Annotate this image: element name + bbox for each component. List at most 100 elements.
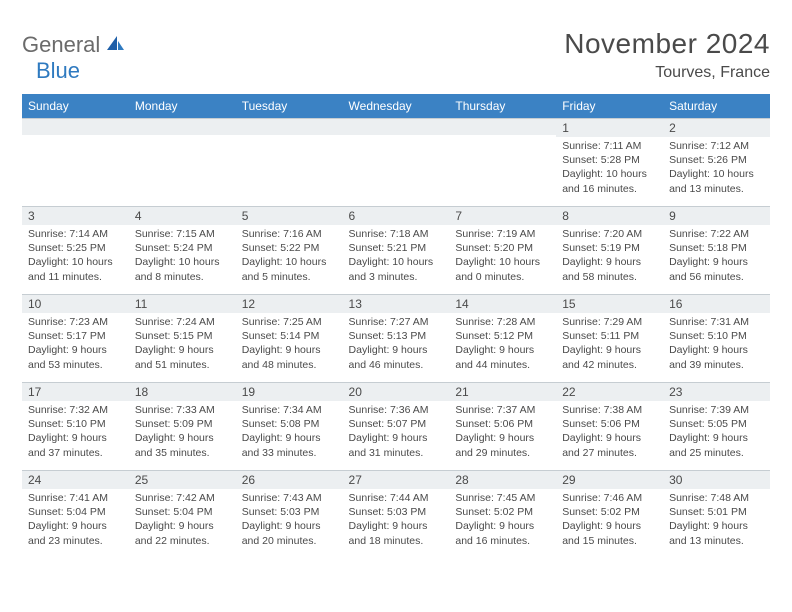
calendar-day-cell: 9Sunrise: 7:22 AMSunset: 5:18 PMDaylight…	[663, 207, 770, 295]
calendar-day-cell: 17Sunrise: 7:32 AMSunset: 5:10 PMDayligh…	[22, 383, 129, 471]
day-sunset-line: Sunset: 5:09 PM	[135, 417, 230, 431]
day-day2-line: and 16 minutes.	[562, 182, 657, 196]
day-sunset-line: Sunset: 5:06 PM	[562, 417, 657, 431]
day-day2-line: and 44 minutes.	[455, 358, 550, 372]
day-day2-line: and 29 minutes.	[455, 446, 550, 460]
day-number: 23	[663, 383, 770, 401]
calendar-day-cell: 3Sunrise: 7:14 AMSunset: 5:25 PMDaylight…	[22, 207, 129, 295]
day-day1-line: Daylight: 9 hours	[28, 431, 123, 445]
month-title: November 2024	[564, 28, 770, 60]
brand-logo: General Blue	[22, 28, 125, 84]
weekday-header: Friday	[556, 94, 663, 119]
day-sunset-line: Sunset: 5:26 PM	[669, 153, 764, 167]
day-day2-line: and 35 minutes.	[135, 446, 230, 460]
day-sunset-line: Sunset: 5:11 PM	[562, 329, 657, 343]
day-details: Sunrise: 7:39 AMSunset: 5:05 PMDaylight:…	[663, 401, 770, 464]
day-day2-line: and 3 minutes.	[349, 270, 444, 284]
calendar-day-cell: 15Sunrise: 7:29 AMSunset: 5:11 PMDayligh…	[556, 295, 663, 383]
day-day1-line: Daylight: 9 hours	[669, 519, 764, 533]
day-details: Sunrise: 7:12 AMSunset: 5:26 PMDaylight:…	[663, 137, 770, 200]
day-sunset-line: Sunset: 5:02 PM	[455, 505, 550, 519]
calendar-week-row: 3Sunrise: 7:14 AMSunset: 5:25 PMDaylight…	[22, 207, 770, 295]
day-day1-line: Daylight: 9 hours	[455, 343, 550, 357]
calendar-day-cell: 2Sunrise: 7:12 AMSunset: 5:26 PMDaylight…	[663, 119, 770, 207]
day-sunset-line: Sunset: 5:02 PM	[562, 505, 657, 519]
day-sunrise-line: Sunrise: 7:43 AM	[242, 491, 337, 505]
day-day2-line: and 16 minutes.	[455, 534, 550, 548]
day-details: Sunrise: 7:20 AMSunset: 5:19 PMDaylight:…	[556, 225, 663, 288]
calendar-week-row: 1Sunrise: 7:11 AMSunset: 5:28 PMDaylight…	[22, 119, 770, 207]
day-sunrise-line: Sunrise: 7:33 AM	[135, 403, 230, 417]
day-number: 19	[236, 383, 343, 401]
calendar-day-cell: 26Sunrise: 7:43 AMSunset: 5:03 PMDayligh…	[236, 471, 343, 559]
day-sunset-line: Sunset: 5:19 PM	[562, 241, 657, 255]
day-details: Sunrise: 7:22 AMSunset: 5:18 PMDaylight:…	[663, 225, 770, 288]
empty-day-number	[449, 119, 556, 135]
day-day1-line: Daylight: 10 hours	[28, 255, 123, 269]
page-header: General Blue November 2024 Tourves, Fran…	[22, 28, 770, 84]
day-day2-line: and 37 minutes.	[28, 446, 123, 460]
day-sunrise-line: Sunrise: 7:23 AM	[28, 315, 123, 329]
day-details: Sunrise: 7:37 AMSunset: 5:06 PMDaylight:…	[449, 401, 556, 464]
calendar-day-cell: 6Sunrise: 7:18 AMSunset: 5:21 PMDaylight…	[343, 207, 450, 295]
day-day2-line: and 13 minutes.	[669, 182, 764, 196]
day-day1-line: Daylight: 9 hours	[669, 255, 764, 269]
day-details: Sunrise: 7:16 AMSunset: 5:22 PMDaylight:…	[236, 225, 343, 288]
weekday-header: Thursday	[449, 94, 556, 119]
day-sunrise-line: Sunrise: 7:14 AM	[28, 227, 123, 241]
title-block: November 2024 Tourves, France	[564, 28, 770, 82]
day-details: Sunrise: 7:27 AMSunset: 5:13 PMDaylight:…	[343, 313, 450, 376]
day-number: 28	[449, 471, 556, 489]
day-sunset-line: Sunset: 5:17 PM	[28, 329, 123, 343]
day-day2-line: and 11 minutes.	[28, 270, 123, 284]
day-day2-line: and 51 minutes.	[135, 358, 230, 372]
day-sunrise-line: Sunrise: 7:19 AM	[455, 227, 550, 241]
day-sunset-line: Sunset: 5:05 PM	[669, 417, 764, 431]
day-details: Sunrise: 7:42 AMSunset: 5:04 PMDaylight:…	[129, 489, 236, 552]
day-day1-line: Daylight: 9 hours	[455, 519, 550, 533]
day-day2-line: and 42 minutes.	[562, 358, 657, 372]
day-number: 17	[22, 383, 129, 401]
day-details: Sunrise: 7:41 AMSunset: 5:04 PMDaylight:…	[22, 489, 129, 552]
day-number: 29	[556, 471, 663, 489]
calendar-empty-cell	[449, 119, 556, 207]
day-sunrise-line: Sunrise: 7:31 AM	[669, 315, 764, 329]
day-number: 22	[556, 383, 663, 401]
day-day2-line: and 20 minutes.	[242, 534, 337, 548]
day-number: 26	[236, 471, 343, 489]
day-day1-line: Daylight: 9 hours	[28, 519, 123, 533]
calendar-day-cell: 8Sunrise: 7:20 AMSunset: 5:19 PMDaylight…	[556, 207, 663, 295]
day-day2-line: and 27 minutes.	[562, 446, 657, 460]
day-number: 9	[663, 207, 770, 225]
calendar-empty-cell	[22, 119, 129, 207]
day-number: 21	[449, 383, 556, 401]
day-details: Sunrise: 7:19 AMSunset: 5:20 PMDaylight:…	[449, 225, 556, 288]
day-sunset-line: Sunset: 5:12 PM	[455, 329, 550, 343]
day-sunrise-line: Sunrise: 7:24 AM	[135, 315, 230, 329]
day-number: 1	[556, 119, 663, 137]
calendar-week-row: 17Sunrise: 7:32 AMSunset: 5:10 PMDayligh…	[22, 383, 770, 471]
day-number: 16	[663, 295, 770, 313]
day-details: Sunrise: 7:32 AMSunset: 5:10 PMDaylight:…	[22, 401, 129, 464]
calendar-day-cell: 29Sunrise: 7:46 AMSunset: 5:02 PMDayligh…	[556, 471, 663, 559]
day-day1-line: Daylight: 9 hours	[349, 431, 444, 445]
day-number: 3	[22, 207, 129, 225]
day-day1-line: Daylight: 9 hours	[562, 519, 657, 533]
day-sunset-line: Sunset: 5:21 PM	[349, 241, 444, 255]
day-number: 6	[343, 207, 450, 225]
calendar-day-cell: 18Sunrise: 7:33 AMSunset: 5:09 PMDayligh…	[129, 383, 236, 471]
sail-icon	[105, 34, 125, 57]
day-day1-line: Daylight: 9 hours	[135, 431, 230, 445]
day-day2-line: and 8 minutes.	[135, 270, 230, 284]
day-sunrise-line: Sunrise: 7:18 AM	[349, 227, 444, 241]
day-sunset-line: Sunset: 5:04 PM	[135, 505, 230, 519]
calendar-day-cell: 12Sunrise: 7:25 AMSunset: 5:14 PMDayligh…	[236, 295, 343, 383]
calendar-weekday-header: SundayMondayTuesdayWednesdayThursdayFrid…	[22, 94, 770, 119]
day-sunrise-line: Sunrise: 7:45 AM	[455, 491, 550, 505]
empty-day-number	[129, 119, 236, 135]
empty-day-number	[236, 119, 343, 135]
day-details: Sunrise: 7:46 AMSunset: 5:02 PMDaylight:…	[556, 489, 663, 552]
day-number: 5	[236, 207, 343, 225]
day-sunset-line: Sunset: 5:22 PM	[242, 241, 337, 255]
day-details: Sunrise: 7:23 AMSunset: 5:17 PMDaylight:…	[22, 313, 129, 376]
